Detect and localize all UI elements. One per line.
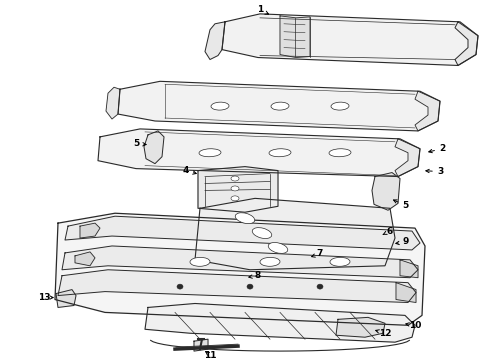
Polygon shape bbox=[222, 14, 478, 66]
Text: 10: 10 bbox=[409, 321, 421, 330]
Polygon shape bbox=[415, 91, 440, 131]
Text: 12: 12 bbox=[379, 329, 391, 338]
Polygon shape bbox=[195, 198, 395, 270]
Ellipse shape bbox=[231, 196, 239, 201]
Text: 4: 4 bbox=[183, 166, 189, 175]
Polygon shape bbox=[118, 81, 440, 131]
Text: 6: 6 bbox=[387, 226, 393, 235]
Polygon shape bbox=[144, 131, 164, 164]
Ellipse shape bbox=[231, 186, 239, 191]
Polygon shape bbox=[395, 139, 420, 176]
Polygon shape bbox=[65, 216, 420, 250]
Ellipse shape bbox=[317, 284, 323, 289]
Ellipse shape bbox=[329, 149, 351, 157]
Ellipse shape bbox=[190, 257, 210, 266]
Polygon shape bbox=[336, 318, 385, 337]
Polygon shape bbox=[56, 289, 76, 307]
Polygon shape bbox=[62, 246, 418, 278]
Ellipse shape bbox=[177, 284, 183, 289]
Ellipse shape bbox=[231, 176, 239, 181]
Polygon shape bbox=[400, 260, 418, 278]
Text: 5: 5 bbox=[133, 139, 139, 148]
Ellipse shape bbox=[235, 213, 255, 224]
Ellipse shape bbox=[211, 102, 229, 110]
Polygon shape bbox=[455, 22, 478, 66]
Ellipse shape bbox=[252, 228, 272, 239]
Ellipse shape bbox=[199, 149, 221, 157]
Ellipse shape bbox=[271, 102, 289, 110]
Polygon shape bbox=[106, 87, 120, 119]
Ellipse shape bbox=[268, 243, 288, 253]
Polygon shape bbox=[194, 339, 208, 351]
Polygon shape bbox=[98, 129, 420, 176]
Polygon shape bbox=[58, 270, 416, 302]
Polygon shape bbox=[396, 283, 416, 302]
Text: 2: 2 bbox=[439, 144, 445, 153]
Polygon shape bbox=[198, 167, 278, 212]
Text: 5: 5 bbox=[402, 201, 408, 210]
Ellipse shape bbox=[247, 284, 253, 289]
Ellipse shape bbox=[330, 257, 350, 266]
Polygon shape bbox=[145, 303, 415, 342]
Text: 1: 1 bbox=[257, 5, 263, 14]
Text: 11: 11 bbox=[204, 351, 216, 360]
Polygon shape bbox=[280, 16, 310, 58]
Text: 3: 3 bbox=[437, 167, 443, 176]
Polygon shape bbox=[205, 22, 225, 59]
Polygon shape bbox=[75, 252, 95, 266]
Polygon shape bbox=[80, 223, 100, 238]
Text: 7: 7 bbox=[317, 249, 323, 258]
Text: 9: 9 bbox=[403, 238, 409, 247]
Text: 8: 8 bbox=[255, 271, 261, 280]
Polygon shape bbox=[372, 172, 400, 210]
Ellipse shape bbox=[269, 149, 291, 157]
Ellipse shape bbox=[331, 102, 349, 110]
Text: 13: 13 bbox=[38, 293, 50, 302]
Ellipse shape bbox=[260, 257, 280, 266]
Polygon shape bbox=[55, 213, 425, 325]
